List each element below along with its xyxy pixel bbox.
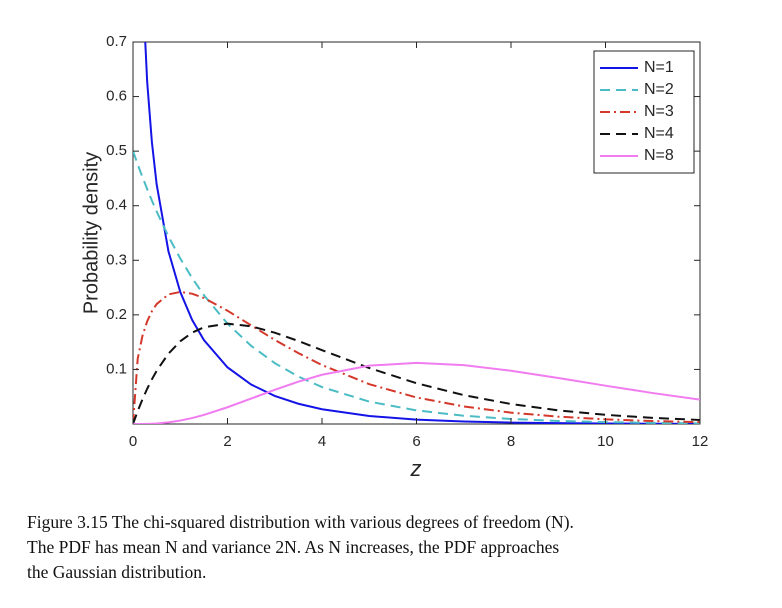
x-tick-label: 4 — [318, 433, 326, 450]
x-tick-label: 12 — [692, 433, 709, 450]
legend: N=1 N=2 N=3 N=4 N=8 — [593, 50, 695, 174]
caption-line: Figure 3.15 The chi-squared distribution… — [27, 512, 574, 532]
y-tick-label: 0.2 — [106, 306, 127, 323]
series-line — [133, 361, 700, 424]
legend-box — [593, 50, 695, 174]
caption: Figure 3.15 The chi-squared distribution… — [27, 510, 777, 585]
legend-label: N=4 — [644, 125, 674, 142]
y-tick-label: 0.3 — [106, 251, 127, 268]
x-axis-label: z — [410, 456, 422, 481]
chart: Probability density z 0.1 0.2 0.3 0.4 0.5 0.6… — [80, 33, 709, 481]
lines — [133, 42, 700, 424]
legend-label: N=2 — [644, 81, 674, 98]
x-tick-label: 6 — [412, 433, 420, 450]
y-tick-label: 0.4 — [106, 197, 127, 214]
y-tick-label: 0.7 — [106, 33, 127, 50]
y-tick-label: 0.6 — [106, 88, 127, 105]
legend-label: N=1 — [644, 59, 674, 76]
series-line — [144, 42, 700, 424]
legend-label: N=8 — [644, 147, 674, 164]
series-line — [133, 290, 700, 424]
x-tick-label: 2 — [223, 433, 231, 450]
y-tick-label: 0.5 — [106, 142, 127, 159]
caption-line: the Gaussian distribution. — [27, 562, 207, 582]
y-axis-label: Probability density — [80, 152, 102, 314]
caption-line: The PDF has mean N and variance 2N. As N… — [27, 537, 560, 557]
y-tick-label: 0.1 — [106, 360, 127, 377]
legend-label: N=3 — [644, 103, 674, 120]
series-line — [133, 150, 700, 424]
x-tick-label: 8 — [507, 433, 515, 450]
x-tick-label: 10 — [597, 433, 614, 450]
x-tick-label: 0 — [129, 433, 137, 450]
